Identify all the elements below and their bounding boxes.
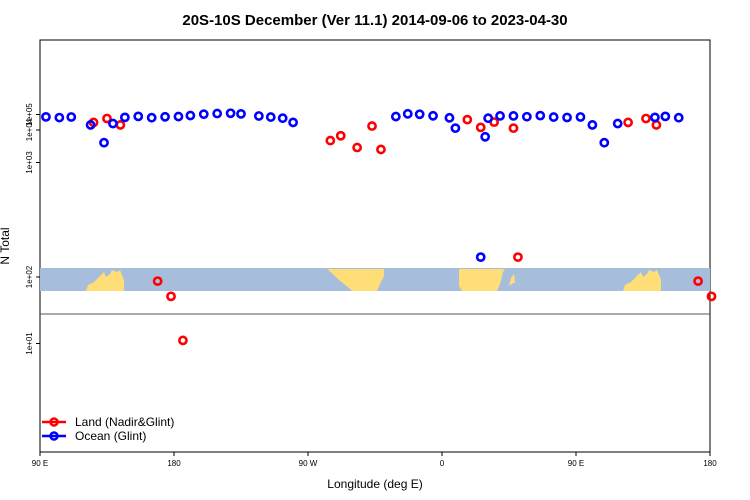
ocean-point [108, 118, 118, 129]
ocean-point [562, 112, 572, 123]
ocean-point [133, 111, 144, 122]
ocean-point [673, 112, 684, 123]
ocean-point [480, 131, 491, 142]
x-tick-label: 90 E [568, 459, 584, 468]
y-tick-label: 1e+01 [25, 332, 34, 355]
legend-ocean-label: Ocean (Glint) [75, 429, 146, 443]
ocean-point [483, 113, 494, 124]
ocean-point [475, 252, 486, 263]
legend-land-label: Land (Nadir&Glint) [75, 415, 174, 429]
land-point [367, 121, 377, 131]
land-point [651, 120, 662, 130]
map-land-australia-1 [86, 270, 124, 291]
ocean-point [390, 111, 401, 122]
ocean-point [612, 118, 623, 129]
land-point [166, 291, 176, 302]
x-axis-label: Longitude (deg E) [327, 477, 422, 491]
land-point [508, 123, 519, 134]
ocean-point [548, 112, 559, 122]
ocean-point [212, 108, 223, 119]
ocean-point [265, 112, 276, 122]
ocean-point [450, 123, 461, 134]
plot-area [39, 39, 711, 453]
ocean-point [521, 111, 532, 122]
y-tick-label: 1e+04 [25, 118, 34, 141]
ocean-point [508, 111, 519, 121]
land-point [178, 335, 188, 346]
land-point [115, 120, 126, 130]
ocean-point [173, 111, 184, 122]
land-point [376, 144, 386, 155]
chart-title: 20S-10S December (Ver 11.1) 2014-09-06 t… [182, 12, 567, 29]
land-point [641, 113, 651, 124]
ocean-point [41, 111, 51, 122]
legend-ocean-marker [49, 431, 59, 441]
ocean-point [236, 108, 246, 119]
ocean-point [85, 120, 96, 130]
x-tick-label: 180 [167, 459, 181, 468]
ocean-point [402, 108, 413, 119]
ocean-point [650, 112, 660, 123]
ocean-point [225, 108, 236, 119]
ocean-point [288, 117, 299, 128]
y-tick-label: 1e+02 [25, 265, 34, 288]
map-land-south-america [327, 269, 384, 291]
ocean-point [575, 112, 586, 122]
inset-map [40, 268, 710, 291]
land-point [152, 276, 163, 287]
land-point [706, 291, 717, 302]
data-points [41, 108, 717, 346]
land-point [102, 113, 112, 124]
land-point [462, 114, 473, 125]
land-point [335, 130, 346, 141]
legend: Land (Nadir&Glint) Ocean (Glint) [42, 415, 174, 443]
ocean-point [587, 120, 598, 130]
ocean-point [277, 113, 288, 124]
x-axis: 90 E 180 90 W 0 90 E 180 [32, 452, 717, 468]
y-tick-label: 1e+05 [25, 103, 34, 126]
x-tick-label: 180 [703, 459, 717, 468]
x-tick-label: 90 E [32, 459, 48, 468]
ocean-point [119, 112, 130, 123]
land-point [693, 276, 703, 287]
ocean-point [535, 110, 546, 121]
ocean-point [495, 111, 505, 121]
y-axis-label: N Total [0, 227, 12, 264]
ocean-point [444, 112, 455, 123]
ocean-point [414, 109, 425, 120]
legend-land-marker [49, 417, 59, 427]
ocean-point [660, 111, 671, 122]
ocean-point [146, 112, 157, 123]
ocean-point [99, 137, 109, 148]
ocean-point [185, 110, 196, 121]
ocean-point [253, 111, 264, 121]
map-land-madagascar [509, 274, 515, 286]
ocean-point [599, 137, 610, 148]
ocean-point [160, 111, 170, 122]
ocean-point [428, 110, 438, 121]
ocean-point [66, 112, 77, 122]
y-tick-label: 1e+03 [25, 151, 34, 174]
x-tick-label: 90 W [299, 459, 318, 468]
ocean-point [54, 112, 65, 123]
ocean-point [198, 109, 209, 120]
map-land-australia-2 [623, 270, 661, 291]
land-point [623, 117, 634, 128]
land-point [513, 252, 523, 263]
land-point [475, 122, 486, 133]
x-tick-label: 0 [440, 459, 445, 468]
land-point [325, 135, 336, 146]
land-point [352, 142, 363, 153]
map-land-africa [459, 269, 505, 291]
